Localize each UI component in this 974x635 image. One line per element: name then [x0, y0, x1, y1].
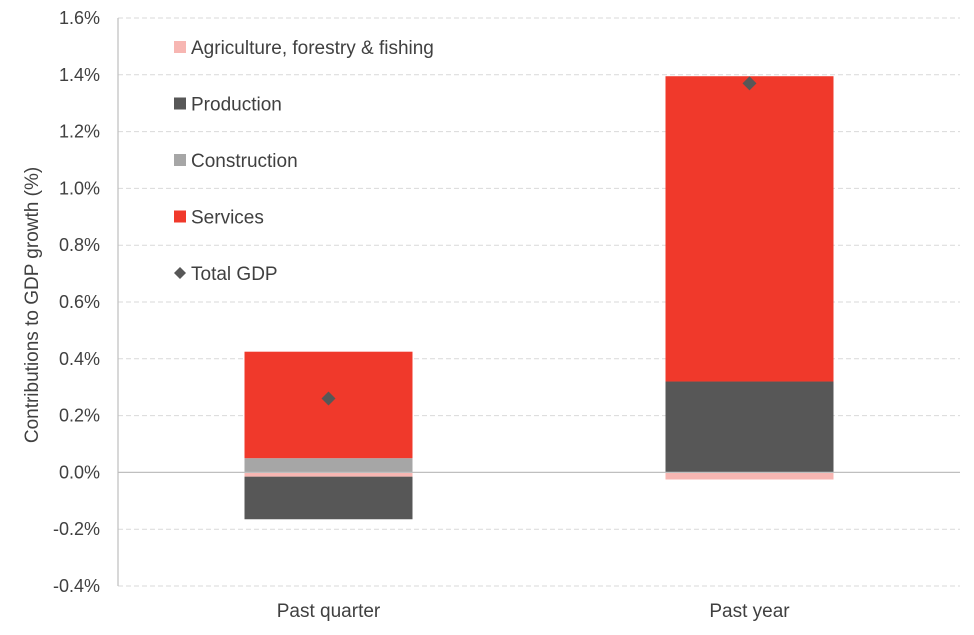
y-tick-label: -0.2% [53, 519, 100, 539]
bar-segment-production [244, 476, 413, 520]
legend-swatch [174, 154, 186, 166]
bars [244, 76, 834, 520]
bar-segment-agriculture-forestry-fishing [244, 472, 413, 477]
legend-item: Total GDP [174, 264, 278, 285]
y-tick-labels: -0.4% -0.2% 0.0% 0.2% 0.4% 0.6% 0.8% 1.0% 1.2% 1.… [53, 8, 100, 596]
legend-swatch [174, 41, 186, 53]
legend-item: Construction [174, 151, 298, 172]
legend-label: Total GDP [191, 264, 278, 285]
total-gdp-points [321, 76, 757, 406]
y-tick-label: 0.2% [59, 406, 100, 426]
x-category-labels: Past quarter Past year [277, 601, 791, 622]
y-tick-label: 1.2% [59, 122, 100, 142]
y-tick-label: 0.8% [59, 235, 100, 255]
y-axis-title: Contributions to GDP growth (%) [22, 167, 43, 443]
legend-item: Services [174, 208, 264, 229]
bar-segment-construction [244, 458, 413, 473]
legend-diamond-swatch [174, 267, 186, 279]
total-gdp-marker [321, 391, 336, 406]
legend-label: Agriculture, forestry & fishing [191, 38, 434, 59]
legend-swatch [174, 97, 186, 110]
y-tick-label: 1.0% [59, 178, 100, 198]
bar-segment-production [665, 381, 834, 473]
y-tick-label: 1.6% [59, 8, 100, 28]
legend-item: Agriculture, forestry & fishing [174, 38, 434, 59]
x-category-label: Past year [709, 601, 790, 622]
bar-segment-services [665, 76, 834, 382]
y-tick-label: 0.4% [59, 349, 100, 369]
legend: Agriculture, forestry & fishing Productio… [174, 38, 434, 285]
y-tick-label: 1.4% [59, 65, 100, 85]
legend-label: Construction [191, 151, 298, 172]
legend-item: Production [174, 95, 282, 116]
legend-label: Production [191, 95, 282, 116]
y-tick-label: 0.6% [59, 292, 100, 312]
legend-label: Services [191, 208, 264, 229]
bar-segment-agriculture-forestry-fishing [665, 472, 834, 480]
y-tick-label: -0.4% [53, 576, 100, 596]
y-tick-label: 0.0% [59, 462, 100, 482]
total-gdp-marker [742, 76, 757, 91]
legend-swatch [174, 210, 186, 223]
x-category-label: Past quarter [277, 601, 381, 622]
